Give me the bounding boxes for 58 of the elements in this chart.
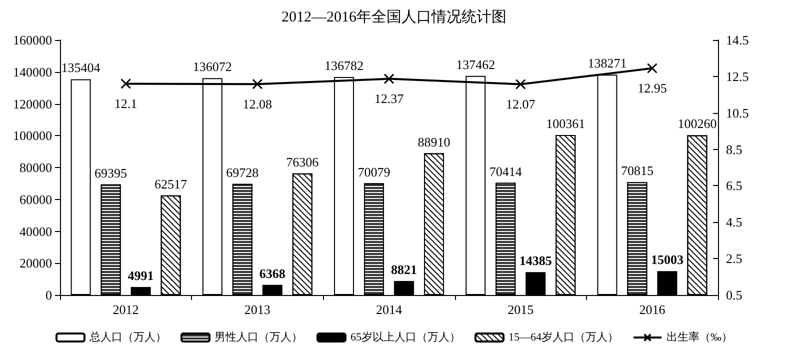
y-tick-label: 160000 <box>13 32 52 48</box>
y-tick-label: 20000 <box>20 256 52 271</box>
chart-title: 2012—2016年全国人口情况统计图 <box>282 8 506 26</box>
data-label: 136072 <box>192 59 232 74</box>
y-tick-label: 40000 <box>20 224 52 239</box>
legend-label: 出生率（‰） <box>666 330 732 344</box>
y-tick-label: 0 <box>46 288 52 302</box>
y2-tick-label: 12.5 <box>726 68 749 84</box>
y-tick-label: 140000 <box>13 64 52 80</box>
data-label: 70079 <box>358 164 390 180</box>
y-tick-label: 80000 <box>20 160 52 175</box>
data-label: 135404 <box>61 60 101 76</box>
data-label: 100260 <box>678 116 717 132</box>
data-label: 138271 <box>588 56 627 71</box>
point <box>384 74 394 84</box>
y2-tick-label: 14.5 <box>726 32 749 48</box>
data-label: 88910 <box>418 134 450 150</box>
point <box>252 78 263 90</box>
x-tick-label: 2016 <box>639 302 666 317</box>
x-tick-label: 2013 <box>244 302 270 317</box>
data-label: 14385 <box>519 253 552 268</box>
x-tick-label: 2012 <box>112 302 139 317</box>
data-label: 70414 <box>489 164 522 179</box>
data-label: 6368 <box>259 266 286 281</box>
data-label: 12.08 <box>242 96 272 112</box>
y2-tick-label: 4.5 <box>726 214 742 230</box>
data-label: 69728 <box>226 164 259 180</box>
data-label: 70815 <box>620 163 654 178</box>
y-tick-label: 60000 <box>20 192 52 207</box>
y-tick-label: 120000 <box>13 96 52 112</box>
data-label: 12.07 <box>506 96 536 112</box>
legend-label: 65岁以上人口（万人） <box>350 330 460 344</box>
x-tick-label: 2015 <box>508 302 534 317</box>
data-label: 136782 <box>324 58 364 74</box>
data-label: 69395 <box>94 165 128 180</box>
y2-tick-label: 0.5 <box>726 288 742 302</box>
point <box>646 62 658 74</box>
point <box>120 78 132 89</box>
data-label: 15003 <box>650 252 684 268</box>
legend-label: 男性人口（万人） <box>214 332 302 344</box>
x-tick-label: 2014 <box>376 302 402 317</box>
y2-tick-label: 6.5 <box>726 178 742 194</box>
data-label: 137462 <box>456 56 496 72</box>
data-label: 100361 <box>546 116 586 132</box>
data-label: 12.37 <box>374 91 404 106</box>
y2-tick-label: 8.5 <box>726 142 742 157</box>
point <box>515 79 526 90</box>
legend-label: 总人口（万人） <box>88 330 166 344</box>
legend-label: 15—64岁人口（万人） <box>508 332 618 344</box>
data-label: 12.95 <box>638 80 667 96</box>
data-label: 12.1 <box>114 96 138 111</box>
data-label: 62517 <box>154 176 188 192</box>
y2-tick-label: 2.5 <box>726 251 742 266</box>
y2-tick-label: 10.5 <box>726 105 749 120</box>
data-label: 8821 <box>391 262 417 277</box>
data-label: 4991 <box>128 268 154 284</box>
data-label: 76306 <box>286 154 320 170</box>
y-tick-label: 100000 <box>13 128 52 144</box>
